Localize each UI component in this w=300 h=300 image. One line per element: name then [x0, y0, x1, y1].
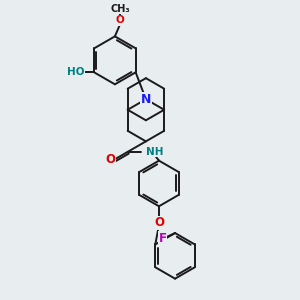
- Text: O: O: [154, 216, 164, 229]
- Text: F: F: [159, 232, 167, 245]
- Text: CH₃: CH₃: [110, 4, 130, 14]
- Text: O: O: [105, 153, 115, 167]
- Text: N: N: [141, 93, 151, 106]
- Text: O: O: [116, 15, 124, 25]
- Text: NH: NH: [146, 147, 164, 157]
- Text: HO: HO: [67, 67, 85, 77]
